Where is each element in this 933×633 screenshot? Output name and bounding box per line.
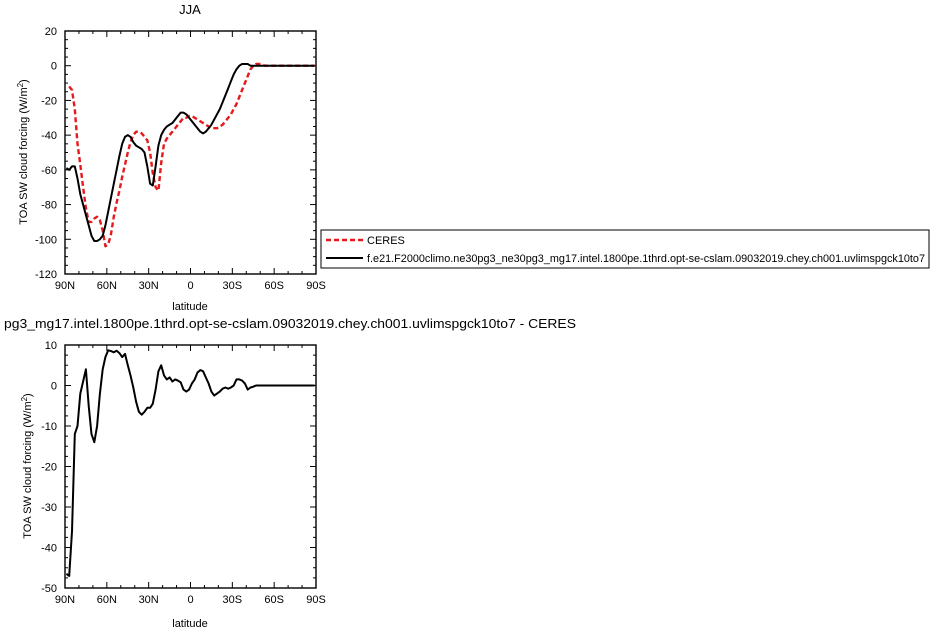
- bottom-x-tick-label: 60S: [264, 594, 284, 606]
- top-y-tick-label: 20: [45, 26, 57, 38]
- bottom-y-tick-label: -20: [41, 462, 57, 474]
- legend-box: [320, 229, 930, 269]
- bottom-axis-ticks: 90N 60N 30N 0 30S 60S 90S 10 0 -10 -20 -30 -40 -50: [41, 340, 326, 606]
- legend-label-ceres: CERES: [367, 235, 405, 247]
- bottom-series-lines: [65, 349, 315, 577]
- top-panel: JJA 90N 60N 30N 0 30S 60S 90S 20 0 -20 -40 -60 -80 -1…: [16, 2, 326, 313]
- bottom-y-tick-label: -30: [41, 502, 57, 514]
- top-x-tick-label: 30S: [223, 280, 243, 292]
- bottom-x-axis-label: latitude: [172, 618, 207, 630]
- top-y-tick-label: -100: [35, 234, 57, 246]
- top-x-tick-label: 90N: [55, 280, 75, 292]
- top-x-tick-label: 0: [187, 280, 193, 292]
- top-y-tick-label: -40: [41, 130, 57, 142]
- top-y-tick-label: -120: [35, 269, 57, 281]
- top-y-axis-label-main: TOA SW cloud forcing (W/m: [18, 87, 30, 224]
- bottom-x-tick-label: 90N: [55, 594, 75, 606]
- bottom-y-axis-label: TOA SW cloud forcing (W/m2): [20, 393, 34, 538]
- top-y-tick-label: -80: [41, 200, 57, 212]
- top-x-tick-label: 60S: [264, 280, 284, 292]
- top-plot-frame: [64, 30, 317, 275]
- top-y-tick-label: 0: [51, 61, 57, 73]
- top-x-tick-label: 90S: [306, 280, 326, 292]
- top-x-tick-label: 30N: [139, 280, 159, 292]
- top-y-axis-label: TOA SW cloud forcing (W/m2): [16, 79, 30, 224]
- bottom-y-tick-label: 10: [45, 340, 57, 352]
- bottom-y-axis-label-sup: 2: [20, 396, 29, 401]
- bottom-plot-frame: [64, 344, 317, 589]
- bottom-y-tick-label: -40: [41, 543, 57, 555]
- top-y-tick-label: -20: [41, 95, 57, 107]
- legend: CERES f.e21.F2000climo.ne30pg3_ne30pg3_m…: [320, 229, 930, 269]
- legend-label-model: f.e21.F2000climo.ne30pg3_ne30pg3_mg17.in…: [367, 253, 925, 265]
- top-axis-ticks: 90N 60N 30N 0 30S 60S 90S 20 0 -20 -40 -60 -80 -100 -1…: [35, 26, 326, 292]
- top-y-tick-label: -60: [41, 165, 57, 177]
- bottom-y-axis-label-end: ): [22, 393, 34, 397]
- bottom-series-line-0: [65, 349, 315, 577]
- bottom-y-tick-label: -10: [41, 421, 57, 433]
- top-x-tick-label: 60N: [97, 280, 117, 292]
- bottom-y-axis-label-main: TOA SW cloud forcing (W/m: [22, 401, 34, 538]
- bottom-chart-title: pg3_mg17.intel.1800pe.1thrd.opt-se-cslam…: [4, 316, 576, 331]
- bottom-y-tick-label: -50: [41, 583, 57, 595]
- top-series-lines: [65, 62, 315, 248]
- bottom-y-tick-label: 0: [51, 381, 57, 393]
- bottom-x-tick-label: 30N: [139, 594, 159, 606]
- bottom-panel: pg3_mg17.intel.1800pe.1thrd.opt-se-cslam…: [4, 316, 576, 630]
- bottom-x-tick-label: 0: [187, 594, 193, 606]
- bottom-x-tick-label: 60N: [97, 594, 117, 606]
- top-y-axis-label-end: ): [18, 79, 30, 83]
- bottom-x-tick-label: 90S: [306, 594, 326, 606]
- top-y-axis-label-sup: 2: [16, 82, 25, 87]
- bottom-x-tick-label: 30S: [223, 594, 243, 606]
- top-x-axis-label: latitude: [172, 301, 207, 313]
- top-series-line-1: [65, 63, 315, 242]
- top-chart-title: JJA: [179, 2, 201, 17]
